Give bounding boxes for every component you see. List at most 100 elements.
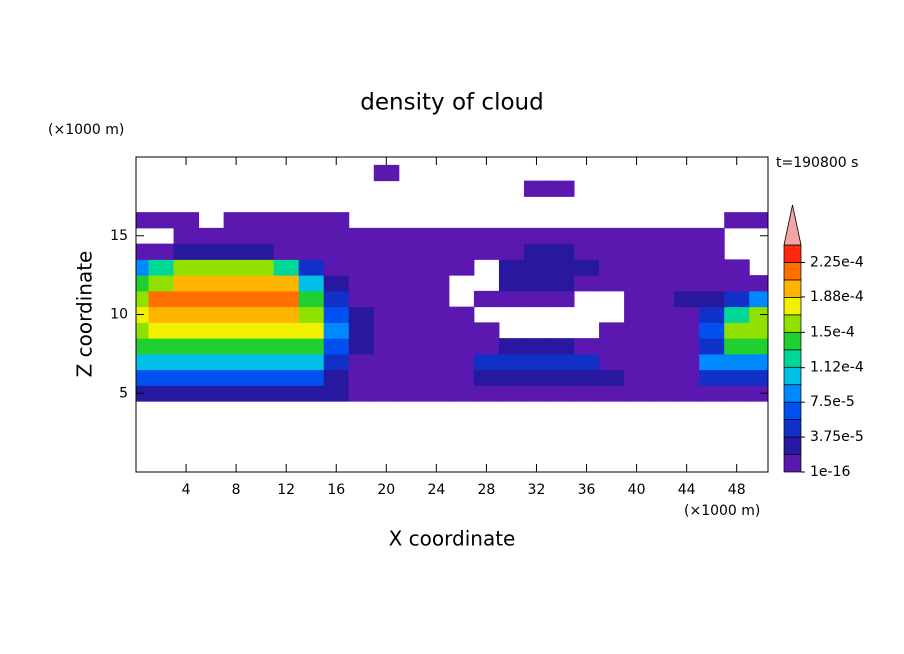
cell — [373, 369, 400, 386]
cell — [298, 385, 325, 402]
cell — [749, 369, 769, 386]
cell — [398, 259, 425, 276]
cell — [198, 306, 225, 323]
cell — [323, 306, 350, 323]
cell — [423, 353, 450, 371]
cell — [674, 353, 700, 371]
cell — [599, 259, 625, 276]
cell — [749, 338, 769, 355]
cell — [548, 243, 575, 260]
cell — [223, 243, 250, 260]
colorbar-extension — [783, 204, 802, 246]
cell — [136, 338, 150, 355]
cell — [348, 338, 375, 355]
cell — [523, 369, 550, 386]
cell — [323, 369, 350, 386]
cell — [198, 338, 225, 355]
cell — [649, 227, 675, 245]
cell — [298, 322, 325, 339]
cell — [173, 259, 200, 276]
cell — [323, 212, 350, 229]
cell — [498, 385, 525, 402]
cell — [473, 243, 500, 260]
cell — [373, 353, 400, 371]
cell — [423, 259, 450, 276]
colorbar-tick-label: 2.25e-4 — [810, 254, 864, 270]
colorbar-box — [783, 384, 802, 403]
colorbar-tick-label: 1.12e-4 — [810, 360, 864, 376]
cell — [674, 243, 700, 260]
cell — [498, 243, 525, 260]
cell — [373, 259, 400, 276]
cell — [148, 275, 175, 292]
colorbar-box — [783, 314, 802, 333]
cell — [198, 259, 225, 276]
cell — [348, 243, 375, 260]
cell — [699, 243, 725, 260]
colorbar-box — [783, 244, 802, 263]
cell — [423, 338, 450, 355]
cell — [223, 212, 250, 229]
colorbar-box — [783, 436, 802, 455]
cell — [248, 369, 275, 386]
cell — [373, 164, 400, 182]
cell — [398, 338, 425, 355]
cell — [599, 322, 625, 339]
cell — [348, 369, 375, 386]
cell — [448, 338, 475, 355]
cell — [548, 180, 575, 197]
cell — [699, 275, 725, 292]
cell — [548, 353, 575, 371]
cell — [523, 275, 550, 292]
cell — [498, 227, 525, 245]
cell — [373, 306, 400, 323]
cell — [624, 227, 650, 245]
cell — [473, 385, 500, 402]
cell — [448, 243, 475, 260]
cell — [724, 385, 750, 402]
cell — [348, 259, 375, 276]
x-tick-label: 40 — [628, 482, 646, 498]
cell — [273, 275, 300, 292]
colorbar-box — [783, 297, 802, 316]
cell — [298, 306, 325, 323]
cell — [649, 369, 675, 386]
cell — [523, 290, 550, 308]
cell — [498, 369, 525, 386]
cell — [649, 353, 675, 371]
cell — [273, 290, 300, 308]
cell — [223, 385, 250, 402]
cell — [699, 306, 725, 323]
cell — [724, 275, 750, 292]
cell — [674, 385, 700, 402]
cell — [136, 290, 150, 308]
cell — [323, 243, 350, 260]
cell — [273, 243, 300, 260]
cell — [599, 243, 625, 260]
cell — [248, 212, 275, 229]
cell — [674, 369, 700, 386]
cell — [298, 338, 325, 355]
cell — [624, 353, 650, 371]
cell — [699, 338, 725, 355]
cell — [473, 338, 500, 355]
cell — [599, 353, 625, 371]
cell — [724, 306, 750, 323]
cell — [423, 275, 450, 292]
cell — [574, 385, 600, 402]
cell — [148, 290, 175, 308]
cell — [749, 322, 769, 339]
cell — [699, 290, 725, 308]
cell — [323, 338, 350, 355]
cell — [724, 322, 750, 339]
cell — [473, 322, 500, 339]
cell — [198, 227, 225, 245]
cell — [398, 243, 425, 260]
cell — [649, 290, 675, 308]
cell — [173, 212, 200, 229]
cell — [136, 353, 150, 371]
cell — [423, 322, 450, 339]
y-axis-label: Z coordinate — [73, 251, 97, 378]
cell — [649, 322, 675, 339]
cell — [448, 227, 475, 245]
